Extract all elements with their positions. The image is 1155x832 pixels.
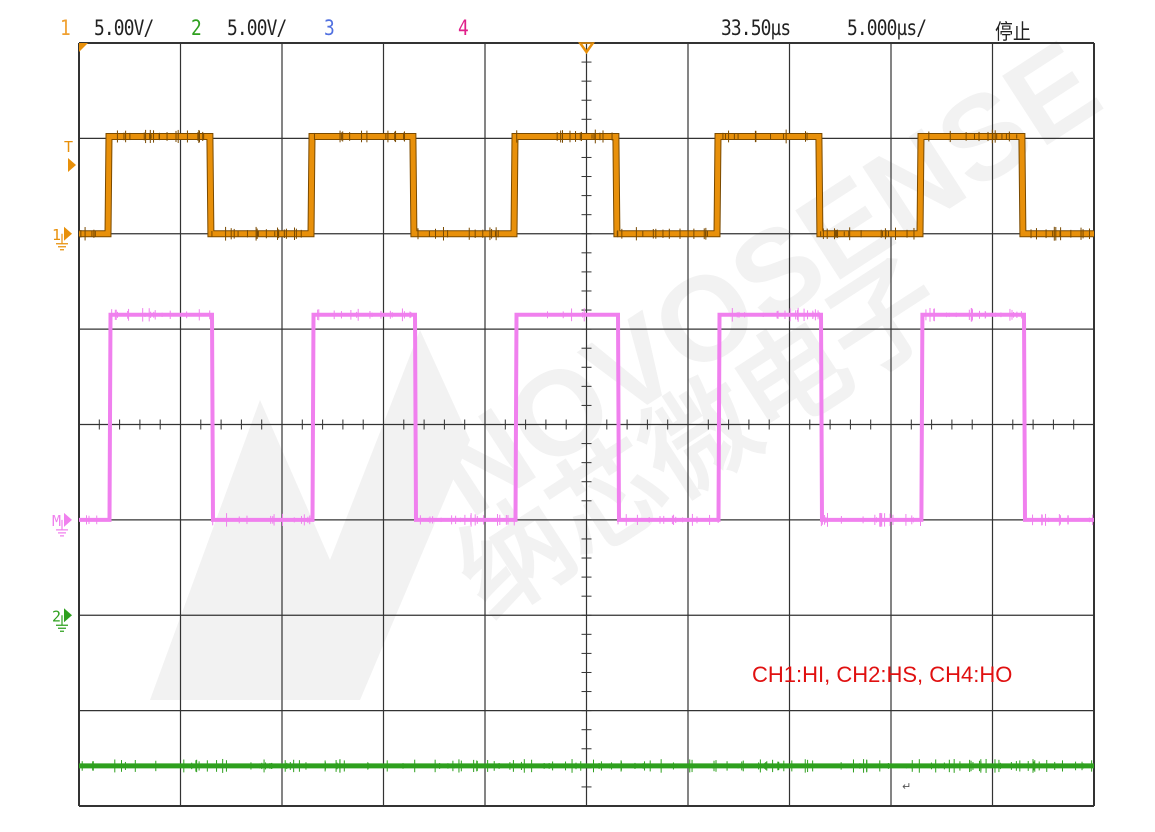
ch2-ground-marker-label: 2 <box>52 607 61 625</box>
watermark: NOVOSENSE 纳芯微电子 <box>150 15 1122 700</box>
trigger-level-label: T <box>64 138 73 156</box>
ch4-ground-marker-label: M <box>52 512 61 530</box>
screen-start-marker-icon <box>79 43 88 52</box>
ch4-ground-marker-arrow-icon <box>64 513 72 527</box>
trigger-level-arrow-icon <box>68 158 76 172</box>
ch1-ground-marker-label: 1 <box>52 226 61 244</box>
ch2-ground-marker-arrow-icon <box>64 608 72 622</box>
watermark-logo <box>150 330 470 700</box>
ch1-ground-marker-arrow-icon <box>64 227 72 241</box>
return-mark: ↵ <box>902 780 911 793</box>
channel-annotation: CH1:HI, CH2:HS, CH4:HO <box>752 662 1012 688</box>
